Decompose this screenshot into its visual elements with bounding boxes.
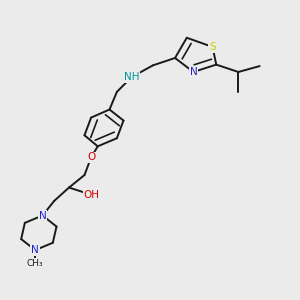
Text: N: N — [39, 211, 46, 220]
Text: O: O — [87, 152, 95, 162]
Text: S: S — [209, 42, 216, 52]
Text: OH: OH — [84, 190, 100, 200]
Text: N: N — [190, 67, 197, 77]
Text: NH: NH — [124, 72, 139, 82]
Text: N: N — [31, 245, 39, 255]
Text: CH₃: CH₃ — [27, 259, 44, 268]
